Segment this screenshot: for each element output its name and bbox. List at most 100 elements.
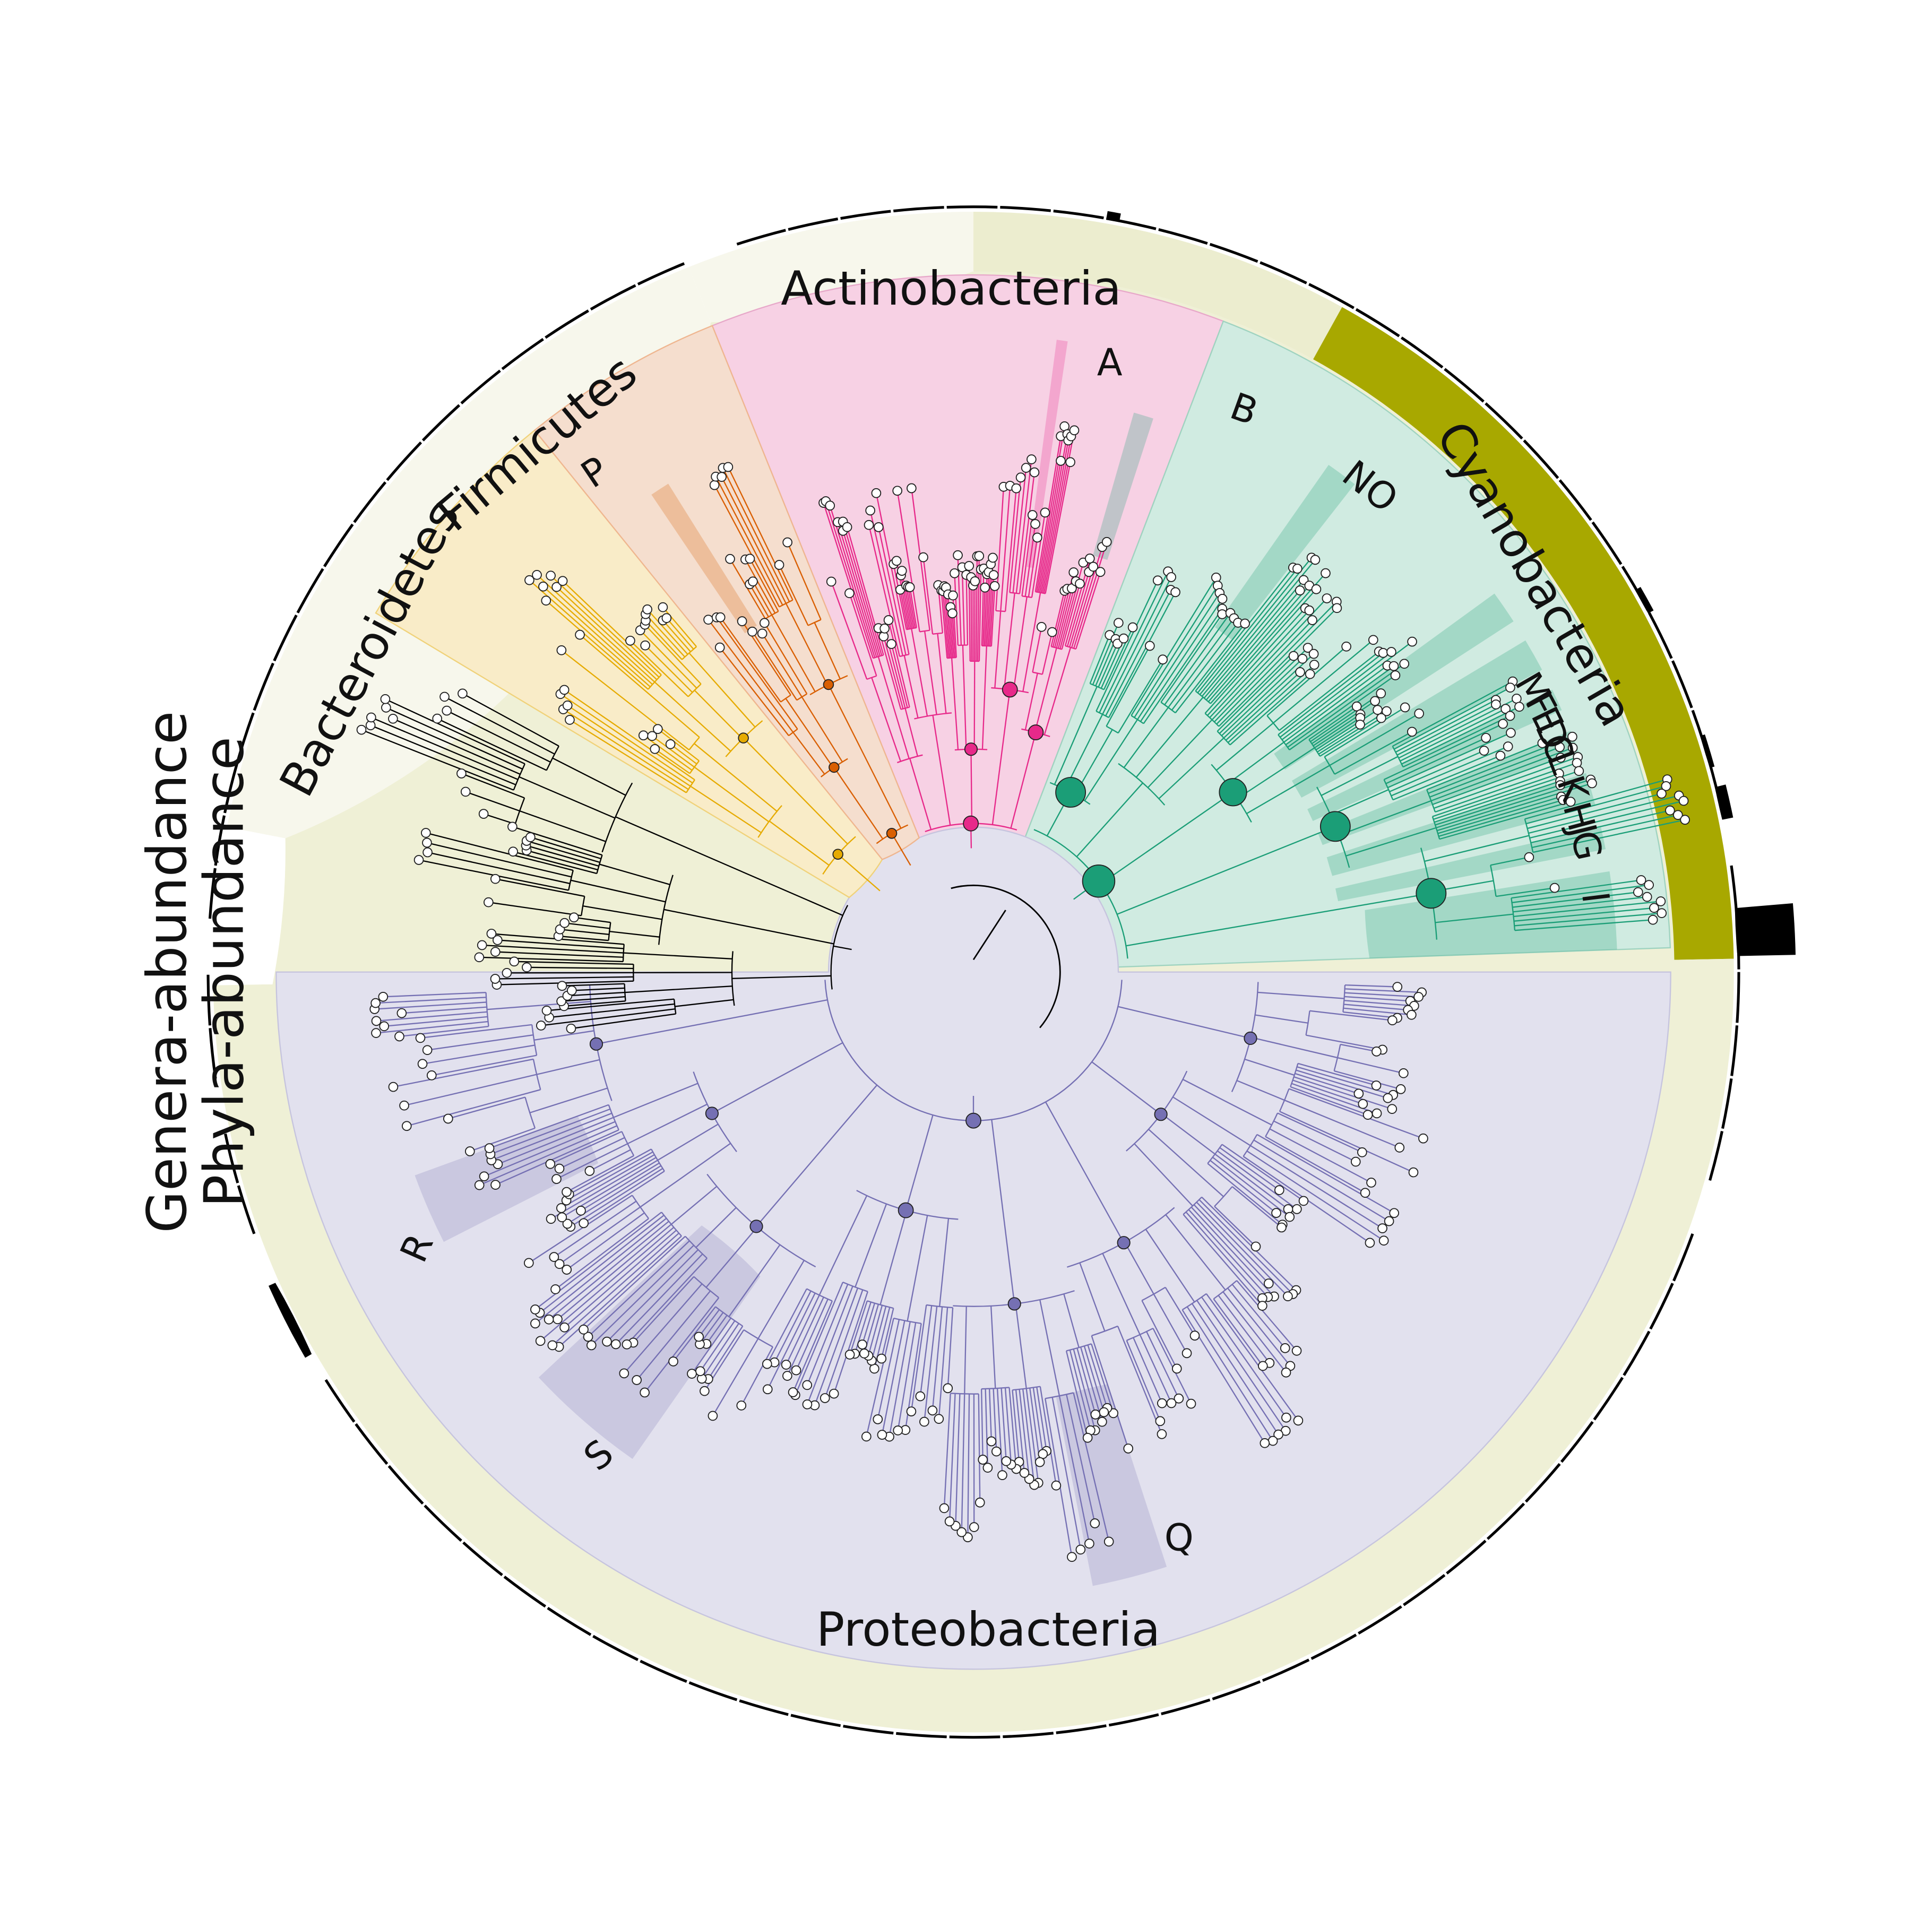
branch: [1009, 477, 1022, 593]
branch: [626, 1258, 708, 1345]
leaf-node: [1365, 1238, 1375, 1248]
leaf-node: [1498, 719, 1508, 729]
leaf-node: [1065, 457, 1075, 468]
branch: [740, 1346, 773, 1406]
leaf-node: [1505, 711, 1515, 721]
branch: [1024, 673, 1038, 730]
branch: [1148, 1129, 1224, 1197]
branch: [1511, 879, 1642, 899]
genera-ring-tick: [1108, 1713, 1159, 1727]
branch: [729, 558, 766, 619]
branch: [519, 776, 616, 819]
leaf-node: [559, 1322, 570, 1333]
branch: [663, 909, 834, 945]
branch: [557, 1224, 672, 1320]
branch: [1257, 991, 1344, 999]
branch: [1437, 782, 1592, 832]
leaf-node: [1051, 1480, 1062, 1491]
branch: [961, 567, 965, 645]
leaf-node: [413, 855, 424, 865]
genera-ring-tick: [208, 868, 217, 919]
clade-highlight: [1027, 340, 1068, 568]
leaf-node: [371, 1016, 382, 1026]
branch: [1214, 1153, 1289, 1210]
leaf-node: [1170, 587, 1180, 598]
branch-arc: [601, 782, 633, 853]
branch: [1041, 632, 1053, 675]
branch: [701, 1323, 739, 1379]
leaf-node: [1155, 1416, 1166, 1426]
genera-ring-tick: [1523, 439, 1559, 479]
branch: [1432, 757, 1561, 806]
leaf-node: [759, 618, 770, 628]
branch: [978, 569, 982, 661]
leaf-node: [575, 629, 585, 640]
branch: [1188, 1209, 1269, 1298]
branch: [1117, 826, 1336, 915]
branch: [990, 1305, 996, 1389]
leaf-node: [381, 703, 391, 713]
leaf-node: [1311, 584, 1322, 594]
branch: [994, 611, 1002, 688]
branch: [556, 586, 658, 680]
branch: [599, 863, 670, 885]
branch: [385, 707, 523, 770]
leaf-node: [745, 554, 755, 564]
tree-branches: [361, 426, 1685, 1558]
branch: [1396, 704, 1496, 756]
leaf-node: [687, 1369, 697, 1379]
branch: [967, 1394, 970, 1537]
leaf-node: [1189, 1330, 1200, 1341]
leaf-node: [399, 1100, 409, 1111]
leaf-node: [1503, 741, 1513, 751]
leaf-node: [665, 739, 676, 749]
genera-ring-tick: [545, 309, 589, 339]
branch: [1076, 1347, 1097, 1415]
branch: [961, 1394, 965, 1533]
branch: [583, 1170, 665, 1224]
branch: [1209, 610, 1310, 718]
branch: [1182, 1078, 1272, 1126]
branch: [1198, 1199, 1293, 1295]
branch: [566, 1151, 653, 1201]
branch: [919, 1305, 933, 1397]
clade-node: [1117, 1236, 1131, 1250]
leaf-node: [1537, 738, 1548, 748]
branch: [1207, 608, 1306, 716]
leaf-node: [1418, 1133, 1428, 1144]
leaf-node: [1413, 992, 1424, 1002]
leaf-node: [1392, 982, 1403, 992]
branch: [375, 997, 487, 1004]
branch: [1525, 785, 1667, 825]
leaf-node: [861, 1431, 872, 1442]
leaf-node: [1388, 661, 1399, 671]
branch: [1004, 1387, 1012, 1465]
leaf-node: [782, 1371, 792, 1381]
branch: [376, 1011, 487, 1022]
branch: [910, 1304, 927, 1412]
branch: [1126, 1340, 1161, 1422]
genera-ring-tick: [1671, 660, 1693, 708]
genera-ring-tick: [843, 1725, 894, 1735]
branch: [1045, 1398, 1073, 1558]
branch: [580, 1162, 660, 1212]
branch: [569, 719, 687, 793]
branch: [831, 581, 868, 680]
leaf-node: [1500, 704, 1511, 714]
branch: [1344, 992, 1419, 998]
branch: [1022, 592, 1041, 692]
branch: [1227, 664, 1315, 743]
leaf-node: [530, 1304, 540, 1315]
branch-arc: [808, 619, 822, 626]
leaf-node: [579, 1324, 589, 1335]
branch: [1278, 652, 1384, 736]
leaf-node: [422, 837, 432, 848]
branch-arc: [1195, 690, 1211, 704]
genera-abundance-bar: [1700, 734, 1715, 768]
branch: [1512, 891, 1638, 908]
branch: [1319, 717, 1382, 757]
branch: [796, 1299, 829, 1371]
leaf-node: [1395, 1084, 1406, 1094]
branch-arc: [1243, 1134, 1258, 1157]
branch: [564, 1230, 677, 1328]
